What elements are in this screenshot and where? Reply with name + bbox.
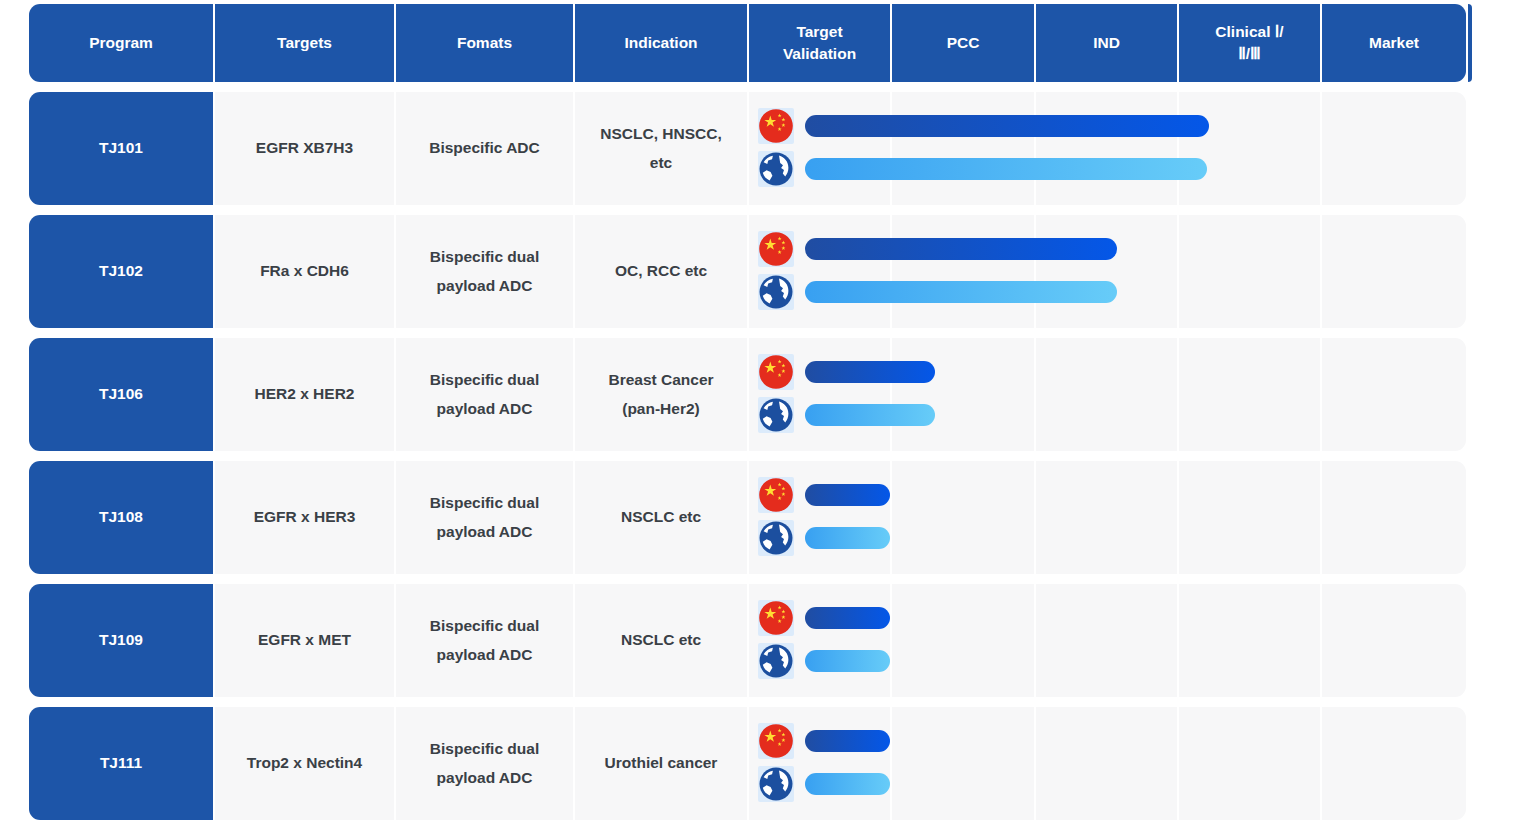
program-label: TJ101 <box>99 134 143 163</box>
targets-cell: HER2 x HER2 <box>213 338 394 451</box>
targets-label: FRa x CDH6 <box>260 257 349 286</box>
targets-label: EGFR XB7H3 <box>256 134 353 163</box>
stage-cell-market <box>1320 92 1466 205</box>
targets-label: EGFR x MET <box>258 626 351 655</box>
indication-cell: NSCLC etc <box>573 461 747 574</box>
program-label: TJ109 <box>99 626 143 655</box>
format-label: Bispecific dual payload ADC <box>430 366 539 423</box>
pipeline-table: Program Targets Fomats Indication Target… <box>29 4 1472 820</box>
header-cell-target-validation: Target Validation <box>747 4 890 82</box>
stage-cell-clinical <box>1177 338 1320 451</box>
stage-cell-clinical <box>1177 215 1320 328</box>
program-cell: TJ108 <box>29 461 213 574</box>
format-label: Bispecific dual payload ADC <box>430 735 539 792</box>
indication-cell: NSCLC, HNSCC, etc <box>573 92 747 205</box>
stage-cell-pcc <box>890 584 1034 697</box>
program-cell: TJ102 <box>29 215 213 328</box>
pipeline-row: TJ108 EGFR x HER3 Bispecific dual payloa… <box>29 461 1466 574</box>
indication-cell: Urothiel cancer <box>573 707 747 820</box>
targets-cell: EGFR x MET <box>213 584 394 697</box>
targets-cell: Trop2 x Nectin4 <box>213 707 394 820</box>
format-cell: Bispecific dual payload ADC <box>394 584 573 697</box>
stage-cell-market <box>1320 707 1466 820</box>
format-label: Bispecific ADC <box>429 134 540 163</box>
stage-cell-market <box>1320 215 1466 328</box>
stage-cell-pcc <box>890 215 1034 328</box>
stage-cell-ind <box>1034 215 1177 328</box>
header-cell-ind: IND <box>1034 4 1177 82</box>
indication-label: Breast Cancer (pan-Her2) <box>608 366 713 423</box>
header-cell-program: Program <box>29 4 213 82</box>
targets-cell: EGFR XB7H3 <box>213 92 394 205</box>
stage-cell-market <box>1320 461 1466 574</box>
format-label: Bispecific dual payload ADC <box>430 243 539 300</box>
stage-cell-pcc <box>890 461 1034 574</box>
program-label: TJ106 <box>99 380 143 409</box>
targets-label: HER2 x HER2 <box>255 380 355 409</box>
header-cell-market: Market <box>1320 4 1466 82</box>
pipeline-row: TJ101 EGFR XB7H3 Bispecific ADC NSCLC, H… <box>29 92 1466 205</box>
pipeline-row: TJ111 Trop2 x Nectin4 Bispecific dual pa… <box>29 707 1466 820</box>
stage-cell-market <box>1320 338 1466 451</box>
stage-cell-clinical <box>1177 707 1320 820</box>
stage-cell-ind <box>1034 584 1177 697</box>
targets-label: Trop2 x Nectin4 <box>247 749 362 778</box>
pipeline-row: TJ109 EGFR x MET Bispecific dual payload… <box>29 584 1466 697</box>
indication-label: NSCLC etc <box>621 626 701 655</box>
indication-label: NSCLC, HNSCC, etc <box>600 120 721 177</box>
targets-cell: EGFR x HER3 <box>213 461 394 574</box>
stage-cell-target-validation <box>747 584 890 697</box>
indication-label: OC, RCC etc <box>615 257 707 286</box>
header-cell-targets: Targets <box>213 4 394 82</box>
stage-cell-market <box>1320 584 1466 697</box>
header-edge-accent <box>1468 4 1472 82</box>
format-cell: Bispecific dual payload ADC <box>394 338 573 451</box>
program-cell: TJ101 <box>29 92 213 205</box>
header-cell-formats: Fomats <box>394 4 573 82</box>
indication-label: NSCLC etc <box>621 503 701 532</box>
stage-cell-clinical <box>1177 584 1320 697</box>
stage-cell-target-validation <box>747 461 890 574</box>
stage-cell-pcc <box>890 92 1034 205</box>
stage-cell-target-validation <box>747 92 890 205</box>
stage-cell-pcc <box>890 707 1034 820</box>
indication-label: Urothiel cancer <box>605 749 718 778</box>
stage-cell-ind <box>1034 461 1177 574</box>
stage-cell-ind <box>1034 707 1177 820</box>
stage-cell-clinical <box>1177 461 1320 574</box>
program-cell: TJ109 <box>29 584 213 697</box>
header-cell-clinical: Clinical Ⅰ/ Ⅱ/Ⅲ <box>1177 4 1320 82</box>
stage-cell-target-validation <box>747 707 890 820</box>
stage-cell-target-validation <box>747 338 890 451</box>
targets-cell: FRa x CDH6 <box>213 215 394 328</box>
stage-cell-pcc <box>890 338 1034 451</box>
indication-cell: OC, RCC etc <box>573 215 747 328</box>
format-cell: Bispecific dual payload ADC <box>394 461 573 574</box>
format-cell: Bispecific dual payload ADC <box>394 707 573 820</box>
format-label: Bispecific dual payload ADC <box>430 489 539 546</box>
stage-cell-ind <box>1034 338 1177 451</box>
table-header: Program Targets Fomats Indication Target… <box>29 4 1466 82</box>
format-cell: Bispecific ADC <box>394 92 573 205</box>
indication-cell: NSCLC etc <box>573 584 747 697</box>
stage-cell-ind <box>1034 92 1177 205</box>
program-cell: TJ106 <box>29 338 213 451</box>
stage-cell-clinical <box>1177 92 1320 205</box>
pipeline-page: Program Targets Fomats Indication Target… <box>0 0 1534 822</box>
targets-label: EGFR x HER3 <box>254 503 356 532</box>
pipeline-rows: TJ101 EGFR XB7H3 Bispecific ADC NSCLC, H… <box>29 92 1472 820</box>
stage-cell-target-validation <box>747 215 890 328</box>
program-label: TJ111 <box>100 749 142 778</box>
header-cell-indication: Indication <box>573 4 747 82</box>
program-cell: TJ111 <box>29 707 213 820</box>
indication-cell: Breast Cancer (pan-Her2) <box>573 338 747 451</box>
program-label: TJ108 <box>99 503 143 532</box>
format-cell: Bispecific dual payload ADC <box>394 215 573 328</box>
pipeline-row: TJ102 FRa x CDH6 Bispecific dual payload… <box>29 215 1466 328</box>
pipeline-row: TJ106 HER2 x HER2 Bispecific dual payloa… <box>29 338 1466 451</box>
header-cell-pcc: PCC <box>890 4 1034 82</box>
program-label: TJ102 <box>99 257 143 286</box>
format-label: Bispecific dual payload ADC <box>430 612 539 669</box>
